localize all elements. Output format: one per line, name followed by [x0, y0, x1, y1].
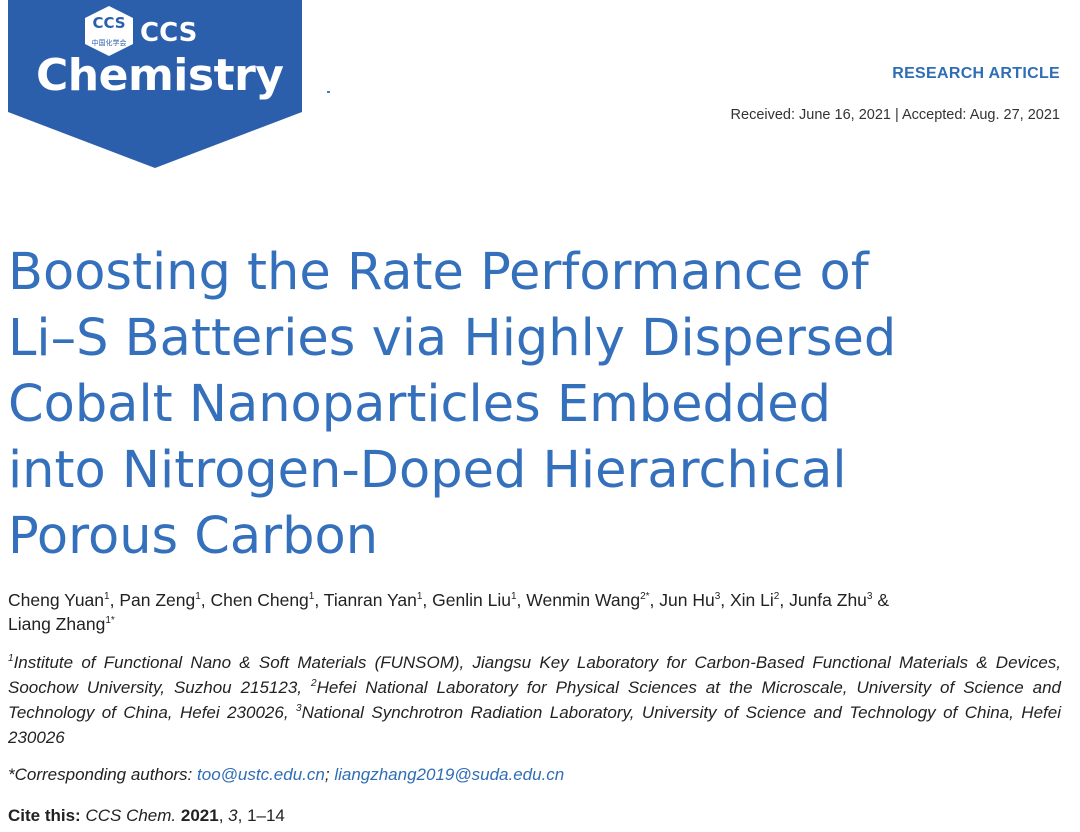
email-separator: ;: [324, 765, 335, 784]
author-name: Tianran Yan: [323, 590, 417, 610]
affiliation-text: National Synchrotron Radiation Laborator…: [8, 703, 1061, 747]
title-line: Li–S Batteries via Highly Dispersed: [8, 309, 897, 368]
title-line: Cobalt Nanoparticles Embedded: [8, 375, 832, 434]
affiliation-sup: 1: [8, 653, 14, 664]
article-type: RESEARCH ARTICLE: [892, 65, 1060, 82]
author-sup: 1: [510, 591, 517, 602]
logo-top: CCS: [140, 18, 198, 48]
citation-part: , 1–14: [237, 806, 285, 825]
author-sup: 1*: [105, 615, 115, 626]
author-sup: 1: [416, 591, 423, 602]
author-sup: 1: [104, 591, 110, 602]
email[interactable]: liangzhang2019@suda.edu.cn: [334, 765, 565, 784]
email[interactable]: too@ustc.edu.cn: [197, 765, 325, 784]
author-name: Liang Zhang: [8, 614, 106, 634]
author-sup: 1: [308, 591, 315, 602]
author-sup: 3: [866, 591, 873, 602]
author-name: Genlin Liu: [432, 590, 511, 610]
author-name: Jun Hu: [659, 590, 715, 610]
author-sep: ,: [109, 590, 120, 610]
affiliation-sup: 3: [296, 703, 302, 714]
title-line: into Nitrogen-Doped Hierarchical: [8, 441, 847, 500]
citation-part: Cite this:: [8, 806, 86, 825]
citation-part: CCS Chem.: [85, 806, 177, 825]
author-name: Xin Li: [730, 590, 774, 610]
author-sep: ,: [422, 590, 433, 610]
author-sup: 3: [714, 591, 721, 602]
author-sep: ,: [720, 590, 730, 610]
author-sup: 2: [773, 591, 780, 602]
title: Boosting the Rate Performance of Li–S Bat…: [8, 240, 896, 570]
logo-shape: [8, 0, 330, 168]
citation-part: 3: [228, 806, 238, 825]
author-sep: ,: [779, 590, 790, 610]
author-sep: &: [872, 590, 890, 610]
author-name: Junfa Zhu: [789, 590, 867, 610]
author-sup: 1: [195, 591, 201, 602]
title-line: Boosting the Rate Performance of: [8, 243, 869, 302]
author-name: Chen Cheng: [210, 590, 309, 610]
correspondence-label: *Corresponding authors:: [8, 765, 198, 784]
affiliation-text: Institute of Functional Nano & Soft Mate…: [8, 653, 1061, 697]
logo-name: Chemistry: [36, 50, 284, 101]
title-line: Porous Carbon: [8, 507, 379, 566]
affiliations: 1Institute of Functional Nano & Soft Mat…: [8, 650, 1061, 750]
author-name: Pan Zeng: [119, 590, 196, 610]
author-sep: ,: [314, 590, 324, 610]
citation-part: 2021: [180, 806, 219, 825]
citation-part: ,: [218, 806, 229, 825]
dates: Received: June 16, 2021 | Accepted: Aug.…: [730, 107, 1060, 123]
author-name: Wenmin Wang: [526, 590, 641, 610]
author-sup: 2*: [640, 591, 650, 602]
affiliation-sup: 2: [311, 678, 317, 689]
author-sep: ,: [649, 590, 660, 610]
affiliation-text: Hefei National Laboratory for Physical S…: [8, 678, 1062, 722]
author-sep: ,: [200, 590, 211, 610]
correspondence: *Corresponding authors: too@ustc.edu.cn;…: [8, 765, 564, 785]
logo-badge: CCS: [92, 14, 126, 32]
citation: Cite this: CCS Chem. 2021, 3, 1–14: [8, 806, 285, 826]
author-name: Cheng Yuan: [8, 590, 105, 610]
authors: Cheng Yuan1, Pan Zeng1, Chen Cheng1, Tia…: [8, 588, 928, 636]
author-sep: ,: [516, 590, 527, 610]
logo-badge-sub: 中国化学会: [91, 39, 127, 47]
